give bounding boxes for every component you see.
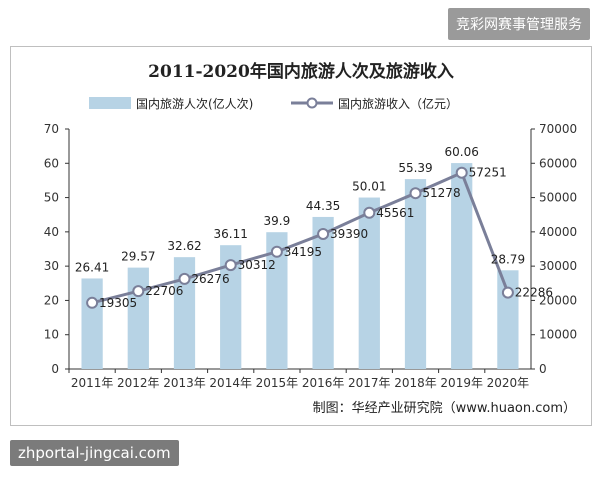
bar-value-label: 26.41 (75, 260, 109, 274)
y-right-tick-label: 30000 (539, 259, 577, 273)
bar-value-label: 50.01 (352, 180, 386, 194)
line-point (132, 285, 145, 298)
y-left-tick-label: 20 (44, 293, 59, 307)
bar (127, 267, 149, 369)
x-tick-label: 2016年 (302, 376, 345, 390)
bar-value-label: 44.35 (306, 199, 340, 213)
y-right-tick-label: 60000 (539, 156, 577, 170)
y-right-tick-label: 70000 (539, 122, 577, 136)
y-left-tick-label: 70 (44, 122, 59, 136)
line-point (86, 296, 99, 309)
x-tick-label: 2020年 (487, 376, 530, 390)
bar (220, 245, 242, 369)
watermark-bottom: zhportal-jingcai.com (10, 440, 179, 466)
bar (404, 179, 427, 369)
x-tick-label: 2014年 (209, 376, 252, 390)
y-left-tick-label: 0 (51, 362, 59, 376)
line-value-label: 45561 (376, 206, 414, 220)
x-tick-label: 2017年 (348, 376, 391, 390)
line-point (363, 206, 376, 219)
line-point (455, 166, 468, 179)
legend-line-label: 国内旅游收入（亿元） (338, 96, 458, 111)
y-left-tick-label: 40 (44, 225, 59, 239)
line-value-label: 30312 (238, 258, 276, 272)
line-point (224, 259, 237, 272)
legend-bar-label: 国内旅游人次(亿人次) (136, 96, 253, 111)
line-value-label: 57251 (469, 166, 507, 180)
line-point (501, 286, 514, 299)
line-value-label: 34195 (284, 245, 322, 259)
x-tick-label: 2019年 (440, 376, 483, 390)
x-tick-label: 2012年 (117, 376, 160, 390)
line-value-label: 19305 (99, 296, 137, 310)
source-note: 制图：华经产业研究院（www.huaon.com） (313, 401, 576, 416)
x-tick-label: 2013年 (163, 376, 206, 390)
bar-value-label: 28.79 (491, 252, 525, 266)
line-point (317, 227, 330, 240)
income-line (91, 170, 510, 305)
bar-value-label: 32.62 (167, 239, 201, 253)
bar (451, 163, 473, 369)
line-point (409, 187, 422, 200)
y-left-tick-label: 10 (44, 328, 59, 342)
x-tick-label: 2015年 (256, 376, 299, 390)
bar (312, 216, 334, 369)
chart-svg: 2011-2020年国内旅游人次及旅游收入 国内旅游人次(亿人次) 国内旅游收入… (44, 61, 577, 416)
legend-line-marker (306, 97, 318, 109)
chart-frame: 2011-2020年国内旅游人次及旅游收入 国内旅游人次(亿人次) 国内旅游收入… (10, 46, 592, 426)
legend: 国内旅游人次(亿人次) 国内旅游收入（亿元） (89, 96, 458, 111)
y-right-tick-label: 40000 (539, 225, 577, 239)
y-right-tick-label: 50000 (539, 191, 577, 205)
line-point (178, 272, 191, 285)
watermark-top: 竞彩网赛事管理服务 (448, 8, 590, 40)
bar (173, 257, 196, 369)
bar-value-label: 55.39 (398, 161, 432, 175)
x-tick-label: 2018年 (394, 376, 437, 390)
y-left-tick-label: 60 (44, 156, 59, 170)
legend-bar-swatch (89, 97, 131, 109)
bar-value-label: 60.06 (445, 145, 479, 159)
bar (266, 232, 288, 369)
line-value-label: 39390 (330, 227, 368, 241)
bar (358, 197, 380, 369)
y-left-tick-label: 30 (44, 259, 59, 273)
y-right-tick-label: 10000 (539, 328, 577, 342)
line-value-label: 22706 (145, 284, 183, 298)
x-tick-label: 2011年 (71, 376, 114, 390)
bar-value-label: 29.57 (121, 250, 155, 264)
chart-title: 2011-2020年国内旅游人次及旅游收入 (148, 61, 454, 82)
line-value-label: 22286 (515, 286, 553, 300)
y-right-tick-label: 0 (539, 362, 547, 376)
line-value-label: 51278 (422, 186, 460, 200)
bar-value-label: 39.9 (264, 214, 291, 228)
bar (81, 278, 103, 369)
line-value-label: 26276 (191, 272, 229, 286)
line-point (270, 245, 283, 258)
y-left-tick-label: 50 (44, 191, 59, 205)
bar-value-label: 36.11 (214, 227, 248, 241)
y-right-tick-label: 20000 (539, 293, 577, 307)
